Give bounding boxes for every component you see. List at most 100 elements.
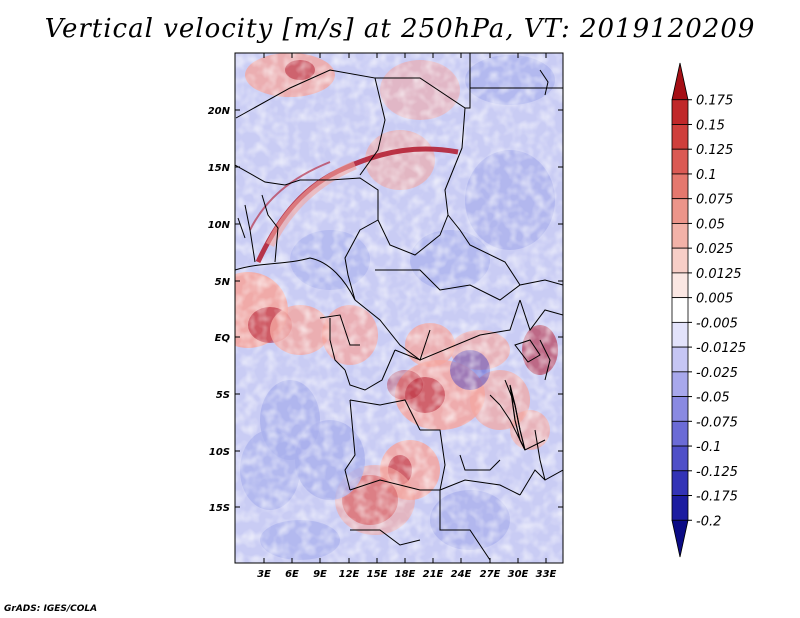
colorbar-label: 0.0125 bbox=[696, 267, 742, 282]
colorbar-swatch bbox=[671, 198, 689, 224]
colorbar-swatch bbox=[671, 470, 689, 496]
lake-tanganyika bbox=[509, 384, 526, 451]
lat-label: 10N bbox=[208, 220, 231, 231]
lake-victoria bbox=[514, 339, 541, 363]
border-line bbox=[329, 318, 346, 371]
colorbar-label: -0.125 bbox=[696, 465, 738, 480]
lon-label: 6E bbox=[285, 569, 299, 580]
colorbar-swatch bbox=[671, 247, 689, 274]
colorbar-label: -0.175 bbox=[696, 490, 738, 505]
border-line bbox=[344, 399, 356, 491]
border-line bbox=[375, 77, 466, 216]
map-title: Vertical velocity [m/s] at 250hPa, VT: 2… bbox=[44, 14, 756, 44]
lon-label: 21E bbox=[423, 569, 444, 580]
lat-label: 5N bbox=[215, 277, 231, 288]
jet-streak bbox=[249, 161, 331, 231]
grads-credit: GrADS: IGES/COLA bbox=[4, 604, 98, 614]
border-line bbox=[519, 299, 563, 332]
lat-label: 15S bbox=[209, 503, 230, 514]
lon-axis-labels: 3E 6E 9E 12E 15E 18E 21E 24E 27E 30E 33E bbox=[257, 569, 556, 580]
lat-axis-labels: 20N 15N 10N 5N EQ 5S 10S 15S bbox=[208, 106, 231, 514]
border-line bbox=[244, 204, 256, 263]
border-line bbox=[519, 469, 563, 496]
lon-label: 24E bbox=[451, 569, 472, 580]
colorbar-swatch bbox=[671, 223, 689, 249]
border-line bbox=[344, 349, 396, 391]
lon-label: 18E bbox=[395, 569, 416, 580]
border-line bbox=[465, 53, 471, 109]
border-line bbox=[349, 399, 421, 431]
border-line bbox=[459, 454, 501, 471]
country-borders bbox=[235, 53, 563, 561]
colorbar-label: -0.075 bbox=[696, 415, 738, 430]
border-line bbox=[439, 490, 491, 561]
red-sea-coast bbox=[539, 69, 549, 96]
colorbar-swatch bbox=[671, 99, 689, 125]
colorbar-swatch bbox=[671, 396, 689, 422]
colorbar-swatch bbox=[671, 371, 689, 397]
border-line bbox=[235, 257, 356, 301]
colorbar-swatch bbox=[671, 148, 689, 175]
colorbar-label: 0.005 bbox=[696, 292, 733, 307]
lat-label: 20N bbox=[208, 106, 231, 117]
colorbar-arrow-bottom bbox=[671, 519, 689, 558]
jet-streak bbox=[265, 160, 357, 248]
colorbar-swatch bbox=[671, 346, 689, 373]
border-line bbox=[489, 394, 501, 406]
axis-ticks bbox=[235, 53, 563, 563]
colorbar-swatch bbox=[671, 173, 689, 200]
colorbar-label: 0.05 bbox=[696, 217, 725, 232]
velocity-field bbox=[235, 53, 563, 563]
colorbar-label: -0.1 bbox=[696, 440, 721, 455]
colorbar-swatch bbox=[671, 420, 689, 447]
colorbar-arrow-top bbox=[671, 62, 689, 101]
border-line bbox=[350, 529, 421, 546]
jet-streaks bbox=[249, 146, 459, 264]
colorbar-swatch bbox=[671, 124, 689, 150]
border-line bbox=[539, 339, 551, 381]
colorbar: 0.175 0.15 0.125 0.1 0.075 0.05 0.025 0.0125 0.0… bbox=[671, 62, 746, 558]
border-line bbox=[377, 214, 449, 256]
border-line bbox=[349, 479, 440, 491]
lat-label: EQ bbox=[215, 333, 231, 344]
lon-label: 33E bbox=[536, 569, 557, 580]
colorbar-swatch bbox=[671, 272, 689, 299]
map-frame bbox=[234, 52, 564, 564]
lon-label: 3E bbox=[257, 569, 271, 580]
colorbar-label: 0.175 bbox=[696, 94, 733, 109]
border-line bbox=[237, 217, 246, 239]
colorbar-label: 0.1 bbox=[696, 168, 717, 183]
border-line bbox=[344, 219, 379, 301]
lat-label: 5S bbox=[216, 390, 230, 401]
colorbar-label: 0.15 bbox=[696, 118, 725, 133]
border-line bbox=[319, 314, 360, 346]
colorbar-swatch bbox=[671, 495, 689, 521]
colorbar-label: 0.025 bbox=[696, 242, 733, 257]
border-line bbox=[354, 299, 431, 361]
border-line bbox=[499, 404, 546, 451]
lat-label: 15N bbox=[208, 163, 231, 174]
lon-label: 30E bbox=[508, 569, 529, 580]
lon-label: 15E bbox=[367, 569, 388, 580]
colorbar-label: -0.025 bbox=[696, 366, 738, 381]
border-line bbox=[394, 299, 521, 361]
border-line bbox=[261, 194, 279, 263]
colorbar-label: -0.0125 bbox=[696, 341, 746, 356]
border-line bbox=[235, 164, 379, 220]
lon-label: 9E bbox=[313, 569, 327, 580]
lake-malawi bbox=[534, 429, 546, 481]
colorbar-swatch bbox=[671, 297, 689, 323]
colorbar-label: -0.05 bbox=[696, 391, 730, 406]
colorbar-swatch bbox=[671, 321, 689, 348]
lon-label: 27E bbox=[480, 569, 501, 580]
border-line bbox=[420, 429, 446, 491]
border-line bbox=[439, 479, 521, 496]
colorbar-label: -0.005 bbox=[696, 316, 738, 331]
lon-label: 12E bbox=[339, 569, 360, 580]
lat-label: 10S bbox=[209, 447, 230, 458]
speckle-texture bbox=[235, 53, 563, 563]
colorbar-label: 0.125 bbox=[696, 143, 733, 158]
colorbar-swatch bbox=[671, 445, 689, 472]
border-line bbox=[375, 269, 563, 301]
